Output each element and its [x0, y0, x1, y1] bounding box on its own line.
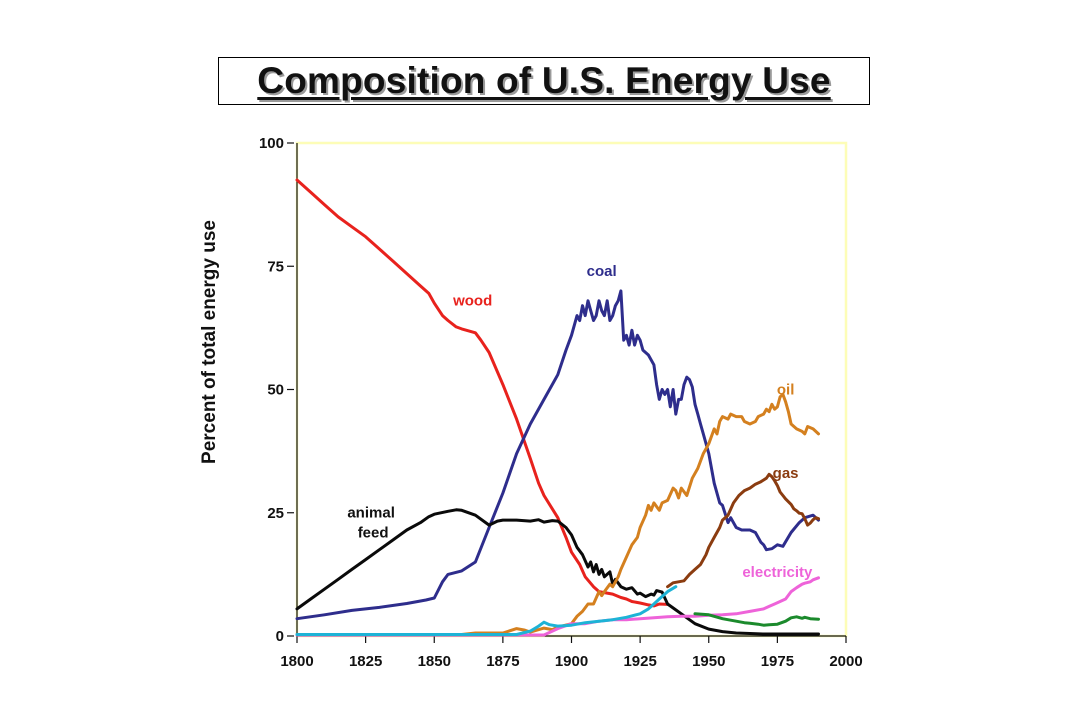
y-tick-label: 25	[267, 505, 284, 522]
series-line-unlabeled-6	[295, 585, 678, 636]
x-tick-label: 1900	[555, 653, 588, 670]
y-tick-label: 50	[267, 382, 284, 399]
series-label-electricity: electricity	[742, 564, 813, 581]
series-line-wood	[295, 178, 670, 608]
y-tick-label: 0	[276, 628, 284, 645]
series-label-animal-feed: feed	[358, 525, 389, 542]
x-tick-label: 1975	[761, 653, 794, 670]
series-line-gas	[666, 472, 820, 589]
series-line-unlabeled-7	[693, 612, 820, 627]
x-tick-label: 1825	[349, 653, 382, 670]
chart-title: Composition of U.S. Energy Use	[257, 60, 831, 101]
series-label-oil: oil	[777, 381, 795, 398]
series-label-coal: coal	[587, 263, 617, 280]
x-tick-label: 1800	[280, 653, 313, 670]
x-tick-label: 1950	[692, 653, 725, 670]
y-tick-label: 100	[259, 135, 284, 152]
series-label-wood: wood	[452, 293, 492, 310]
series-label-gas: gas	[773, 465, 799, 482]
series-line-coal	[295, 289, 820, 621]
axes: 0 25 50 75 100 1800 1825 1850 1875 1900 1925 1950 19…	[259, 135, 863, 670]
x-tick-label: 1850	[418, 653, 451, 670]
y-axis-label: Percent of total energy use	[199, 220, 220, 464]
series-label-animal-feed: animal	[347, 505, 395, 522]
series-line-animal-feed	[295, 508, 820, 636]
x-tick-label: 2000	[829, 653, 862, 670]
x-tick-label: 1875	[486, 653, 519, 670]
chart-title-box: Composition of U.S. Energy Use	[218, 57, 870, 105]
y-tick-label: 75	[267, 258, 284, 275]
plot-frame	[295, 141, 848, 638]
series-labels: wood coal animal feed oil gas electricity	[347, 263, 813, 581]
series-lines	[295, 178, 820, 637]
x-tick-label: 1925	[623, 653, 656, 670]
